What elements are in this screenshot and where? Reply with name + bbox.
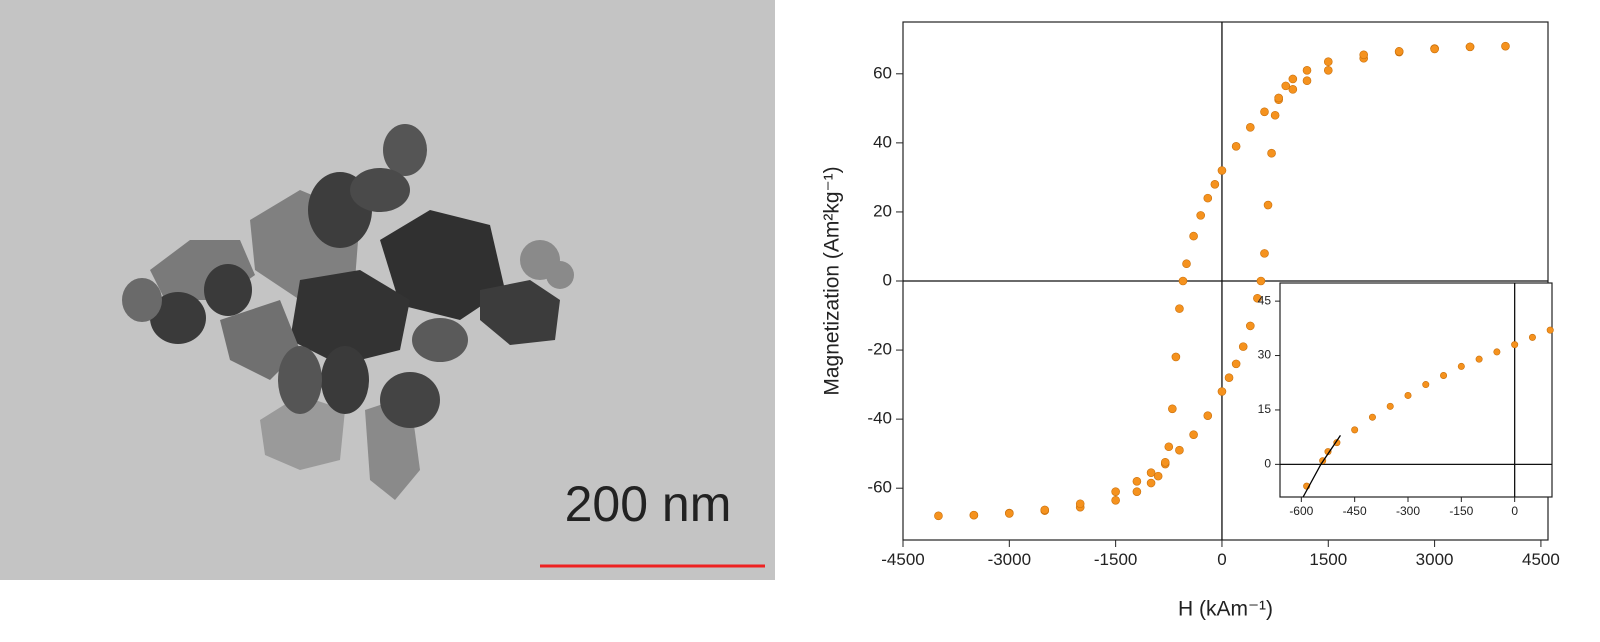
x-tick-label: 4500 [1522, 550, 1560, 569]
y-tick-label: -40 [867, 409, 892, 428]
data-point [1323, 57, 1333, 67]
fit-line [1302, 434, 1341, 498]
charts: -4500 -3000 -1500 0 1500 3000 4500-60-40-20020… [821, 21, 1560, 621]
data-point [1178, 276, 1188, 286]
data-point [1511, 341, 1519, 349]
data-point [1465, 42, 1475, 52]
y-tick-label: 40 [873, 132, 892, 151]
data-point [1111, 495, 1120, 505]
x-tick-label: -450 [1343, 504, 1367, 518]
data-point [1189, 430, 1198, 439]
data-point [1164, 442, 1174, 452]
data-point [1075, 499, 1085, 509]
data-point [1231, 359, 1241, 369]
data-point [1132, 476, 1142, 486]
data-point [1368, 413, 1376, 421]
data-point [1153, 471, 1163, 481]
data-point [1246, 321, 1255, 331]
x-tick-label: 3000 [1416, 550, 1454, 569]
data-point [1323, 66, 1333, 75]
x-tick-label: 0 [1511, 504, 1518, 518]
data-point [1231, 142, 1241, 151]
data-point [1457, 362, 1465, 370]
data-point [1528, 333, 1536, 341]
x-tick-label: 0 [1217, 550, 1226, 569]
data-point [1267, 148, 1276, 158]
data-point [1175, 445, 1184, 455]
data-point [1274, 93, 1283, 103]
data-point [1196, 211, 1205, 220]
data-point [1359, 50, 1369, 60]
data-point [1238, 342, 1248, 351]
x-tick-label: 1500 [1309, 550, 1347, 569]
data-point [1404, 391, 1412, 399]
data-point [1210, 180, 1220, 189]
data-point [1040, 505, 1050, 515]
x-tick-label: -1500 [1094, 550, 1137, 569]
data-point [1171, 352, 1181, 362]
data-point [1005, 509, 1014, 518]
data-point [1302, 66, 1312, 75]
data-point [1256, 276, 1266, 286]
y-tick-label: -20 [867, 340, 892, 359]
y-tick-label: 15 [1258, 402, 1272, 416]
data-point [1386, 402, 1394, 410]
data-point [1132, 487, 1142, 496]
y-tick-label: 0 [1264, 457, 1271, 471]
data-point [1160, 457, 1170, 467]
data-point [1440, 371, 1448, 379]
data-point [1182, 259, 1191, 269]
data-point [1246, 123, 1255, 132]
y-tick-label: 60 [873, 63, 892, 82]
data-point [1422, 381, 1430, 389]
data-point [1217, 387, 1227, 396]
data-point [1288, 74, 1298, 84]
data-point [1189, 231, 1198, 241]
data-point [1146, 468, 1156, 477]
y-axis-title: Magnetization (Am²kg⁻¹) [821, 166, 844, 395]
x-tick-label: -4500 [881, 550, 924, 569]
data-point [1493, 348, 1501, 356]
data-point [1430, 44, 1439, 54]
data-point [1224, 373, 1234, 382]
data-point [1281, 81, 1291, 91]
data-point [1333, 439, 1341, 447]
data-point [1260, 107, 1269, 117]
data-point [1288, 85, 1298, 94]
data-point [1546, 326, 1554, 334]
particles [122, 124, 574, 500]
data-point [1253, 293, 1262, 303]
data-point [1111, 487, 1120, 496]
data-point [1175, 304, 1184, 313]
data-point [1302, 76, 1312, 86]
x-tick-label: -600 [1289, 504, 1313, 518]
data-point [1501, 41, 1510, 51]
data-point [1263, 200, 1273, 210]
data-point [1168, 404, 1177, 414]
data-point [1203, 411, 1213, 420]
data-point [969, 510, 979, 520]
y-tick-label: 0 [883, 270, 892, 289]
x-tick-label: -150 [1449, 504, 1473, 518]
data-point [1351, 426, 1359, 434]
x-axis-title: H (kAm⁻¹) [1178, 598, 1273, 621]
data-point [1270, 110, 1280, 120]
y-tick-label: 20 [873, 201, 892, 220]
data-point [1260, 249, 1269, 258]
data-point [1217, 166, 1227, 175]
data-point [1394, 47, 1404, 56]
micrograph: 200 nm [0, 0, 775, 580]
data-point [1475, 355, 1483, 363]
x-tick-label: -3000 [988, 550, 1031, 569]
x-tick-label: -300 [1396, 504, 1420, 518]
y-tick-label: -60 [867, 478, 892, 497]
data-point [934, 511, 943, 521]
data-point [1146, 478, 1156, 488]
y-tick-label: 30 [1258, 348, 1272, 362]
y-tick-label: 45 [1258, 293, 1272, 307]
data-point [1203, 193, 1213, 203]
scale-bar-label: 200 nm [565, 476, 732, 532]
